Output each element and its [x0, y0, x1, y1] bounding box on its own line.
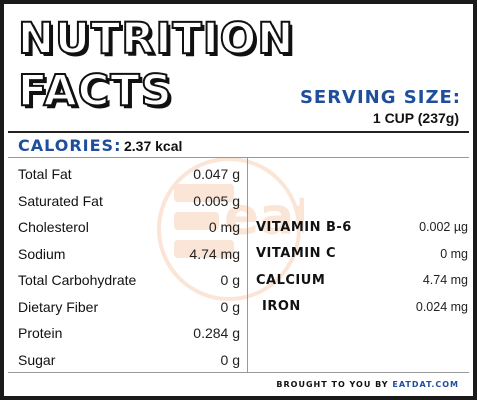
nutrient-row: Cholesterol 0 mg — [18, 214, 240, 241]
calories-bottom-rule — [8, 157, 469, 158]
nutrient-name: Cholesterol — [18, 219, 89, 236]
vitamin-name: VITAMIN C — [256, 246, 337, 262]
nutrient-value: 0.047 g — [193, 166, 240, 183]
vitamin-row: VITAMIN B-6 0.002 µg — [256, 214, 468, 241]
nutrient-name: Protein — [18, 325, 63, 342]
vitamin-row: VITAMIN C 0 mg — [256, 241, 468, 268]
vitamin-name: CALCIUM — [256, 272, 326, 288]
title-line-2: FACTS — [17, 66, 173, 116]
footer-credit: BROUGHT TO YOU BY EATDAT.COM — [276, 380, 459, 389]
column-divider — [247, 158, 248, 373]
footer-rule — [8, 372, 469, 373]
nutrient-name: Dietary Fiber — [18, 298, 99, 315]
nutrient-name: Sugar — [18, 351, 56, 368]
vitamin-name: IRON — [262, 299, 301, 315]
nutrient-value: 4.74 mg — [189, 245, 240, 262]
calories-label: CALORIES: — [18, 136, 122, 155]
vitamin-list: VITAMIN B-6 0.002 µg VITAMIN C 0 mg CALC… — [256, 214, 468, 320]
vitamin-row: CALCIUM 4.74 mg — [256, 267, 468, 294]
title-line-1: NUTRITION — [17, 14, 295, 64]
nutrient-row: Saturated Fat 0.005 g — [18, 188, 240, 215]
nutrient-row: Protein 0.284 g — [18, 320, 240, 347]
nutrient-value: 0.005 g — [193, 192, 240, 209]
nutrient-value: 0 g — [220, 272, 240, 289]
nutrient-name: Total Carbohydrate — [18, 272, 137, 289]
nutrient-value: 0 g — [220, 298, 240, 315]
nutrient-row: Sodium 4.74 mg — [18, 241, 240, 268]
vitamin-name: VITAMIN B-6 — [256, 219, 352, 235]
footer-brand-link[interactable]: EATDAT.COM — [392, 380, 459, 389]
serving-size-label: SERVING SIZE: — [299, 87, 461, 108]
nutrient-name: Sodium — [18, 245, 66, 262]
vitamin-row: IRON 0.024 mg — [256, 294, 468, 321]
nutrient-row: Total Fat 0.047 g — [18, 161, 240, 188]
nutrient-value: 0 g — [220, 351, 240, 368]
vitamin-value: 0 mg — [440, 246, 468, 261]
nutrient-value: 0 mg — [208, 219, 240, 236]
vitamin-value: 0.024 mg — [415, 299, 468, 314]
nutrient-row: Sugar 0 g — [18, 347, 240, 374]
serving-size-value: 1 CUP (237g) — [372, 110, 459, 126]
nutrient-row: Total Carbohydrate 0 g — [18, 267, 240, 294]
footer-prefix: BROUGHT TO YOU BY — [276, 380, 389, 389]
calories-top-rule — [8, 131, 469, 133]
vitamin-value: 4.74 mg — [422, 273, 468, 288]
nutrient-name: Saturated Fat — [18, 192, 103, 209]
calories-value: 2.37 kcal — [124, 138, 183, 154]
nutrient-row: Dietary Fiber 0 g — [18, 294, 240, 321]
nutrient-value: 0.284 g — [193, 325, 240, 342]
vitamin-value: 0.002 µg — [419, 220, 468, 235]
nutrient-list: Total Fat 0.047 g Saturated Fat 0.005 g … — [18, 161, 240, 373]
nutrient-name: Total Fat — [18, 166, 72, 183]
